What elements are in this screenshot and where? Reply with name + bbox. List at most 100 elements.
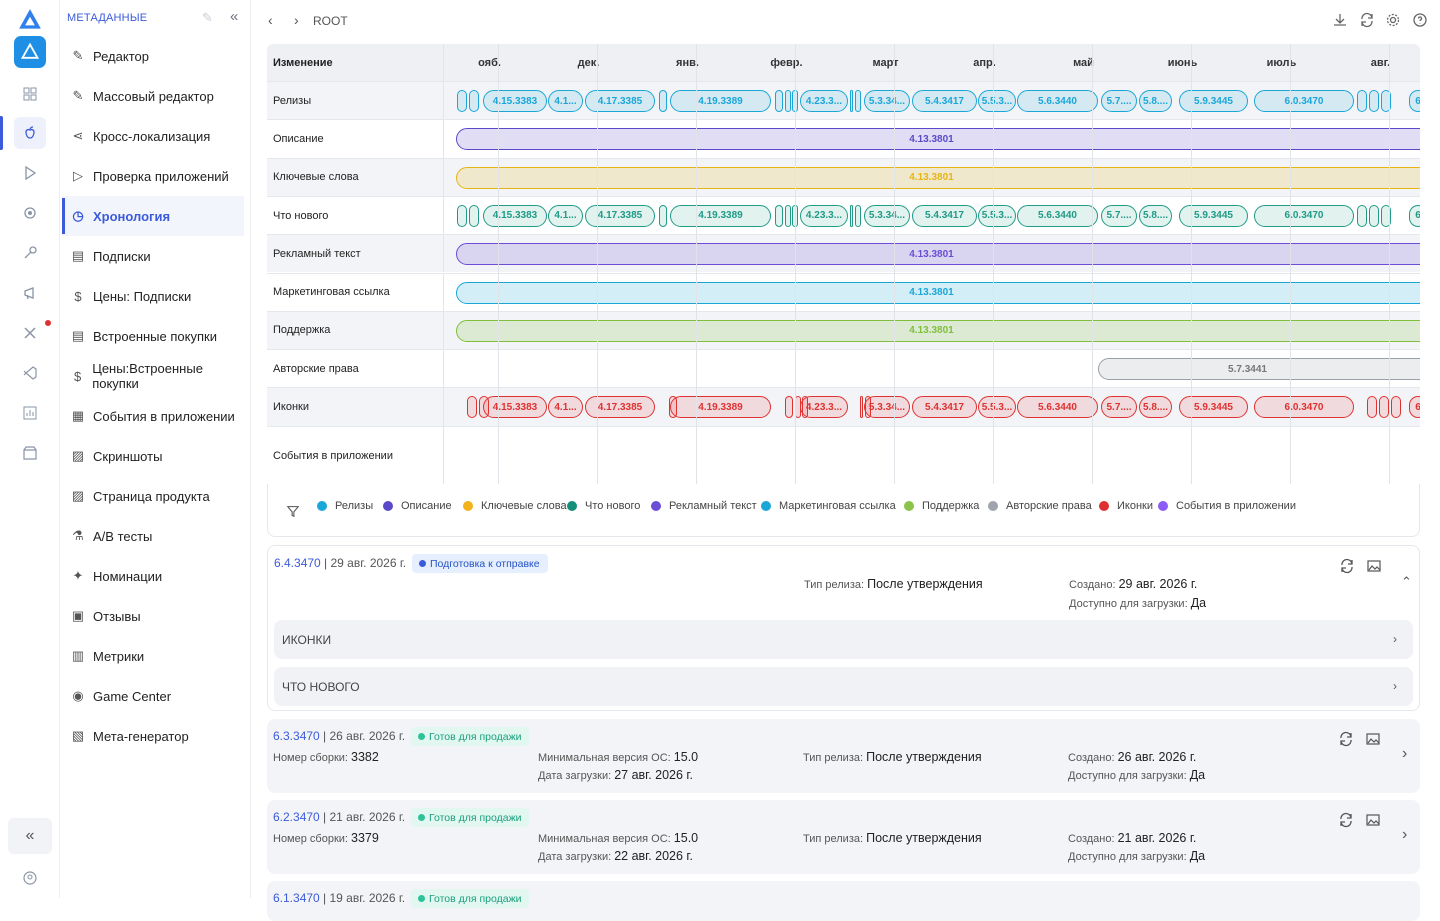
release-card[interactable]: 6.4.3470 | 29 авг. 2026 г. Подготовка к … — [267, 545, 1420, 711]
timeline-version-pill[interactable]: 5.3.34... — [864, 396, 910, 419]
sidebar-item-meta-generator[interactable]: ▧ Мета-генератор — [62, 716, 244, 756]
timeline-version-pill[interactable]: 4.1... — [548, 204, 583, 227]
timeline-marker[interactable] — [469, 204, 479, 227]
collapse-rail-button[interactable]: « — [8, 818, 52, 854]
chevron-right-icon[interactable]: › — [1402, 826, 1408, 843]
timeline-version-pill[interactable]: 4.19.3389 — [670, 396, 771, 419]
timeline-marker[interactable] — [659, 204, 667, 227]
analytics-icon[interactable] — [14, 397, 46, 429]
timeline-version-pill[interactable]: 4.1... — [548, 90, 583, 112]
sidebar-item-mass-editor[interactable]: ✎ Массовый редактор — [62, 76, 244, 116]
sidebar-item-subscriptions[interactable]: ▤ Подписки — [62, 236, 244, 276]
timeline-marker[interactable] — [855, 204, 861, 227]
image-icon[interactable] — [1365, 731, 1381, 747]
timeline-marker[interactable] — [469, 90, 479, 112]
eye-icon[interactable] — [14, 197, 46, 229]
timeline-version-pill[interactable]: 4.15.3383 — [483, 204, 547, 227]
release-version[interactable]: 6.4.3470 — [274, 556, 321, 570]
timeline-version-pill[interactable]: 4.13.3801 — [456, 128, 1420, 151]
timeline-version-pill[interactable]: 6 — [1409, 396, 1420, 419]
sync-icon[interactable] — [1338, 731, 1354, 747]
section-whats-new[interactable]: ЧТО НОВОГО › — [274, 667, 1413, 706]
timeline-marker[interactable] — [1369, 90, 1379, 112]
release-card[interactable]: 6.1.3470 | 19 авг. 2026 г. Готов для про… — [267, 881, 1420, 921]
timeline-marker[interactable] — [1367, 396, 1377, 419]
key-icon[interactable] — [14, 237, 46, 269]
timeline-marker[interactable] — [1391, 396, 1401, 419]
section-icons[interactable]: ИКОНКИ › — [274, 620, 1413, 659]
legend-item[interactable]: Рекламный текст — [651, 500, 757, 512]
dashboard-icon[interactable] — [14, 78, 46, 110]
timeline-marker[interactable] — [855, 90, 861, 112]
timeline-version-pill[interactable]: 6.0.3470 — [1254, 204, 1354, 227]
sidebar-item-app-review[interactable]: ▷ Проверка приложений — [62, 156, 244, 196]
timeline-version-pill[interactable]: 4.19.3389 — [670, 90, 771, 112]
sidebar-item-product-page[interactable]: ▨ Страница продукта — [62, 476, 244, 516]
timeline-marker[interactable] — [457, 204, 467, 227]
timeline-marker[interactable] — [1381, 90, 1391, 112]
timeline-version-pill[interactable]: 4.15.3383 — [483, 396, 547, 419]
sidebar-item-game-center[interactable]: ◉ Game Center — [62, 676, 244, 716]
timeline-marker[interactable] — [775, 204, 783, 227]
timeline-marker[interactable] — [775, 90, 783, 112]
megaphone-icon[interactable] — [14, 277, 46, 309]
timeline-version-pill[interactable]: 5.6.3440 — [1017, 204, 1098, 227]
timeline-marker[interactable] — [1357, 90, 1367, 112]
legend-item[interactable]: Ключевые слова — [463, 500, 567, 512]
timeline-version-pill[interactable]: 5.8.... — [1139, 90, 1172, 112]
release-version[interactable]: 6.3.3470 — [273, 729, 320, 743]
refresh-icon[interactable] — [1359, 12, 1375, 28]
timeline-marker[interactable] — [659, 90, 667, 112]
release-version[interactable]: 6.1.3470 — [273, 891, 320, 905]
timeline-version-pill[interactable]: 5.4.3417 — [912, 204, 977, 227]
timeline-version-pill[interactable]: 5.5.3... — [978, 396, 1016, 419]
apple-icon[interactable] — [14, 117, 46, 149]
timeline-version-pill[interactable]: 5.4.3417 — [912, 396, 977, 419]
settings-icon[interactable] — [1385, 12, 1401, 28]
sidebar-item-metrics[interactable]: ▥ Метрики — [62, 636, 244, 676]
image-icon[interactable] — [1366, 558, 1382, 574]
timeline-marker[interactable] — [850, 204, 853, 227]
legend-item[interactable]: Поддержка — [904, 500, 979, 512]
store-icon[interactable] — [14, 437, 46, 469]
timeline-version-pill[interactable]: 5.3.34... — [864, 90, 910, 112]
timeline-version-pill[interactable]: 4.1... — [548, 396, 583, 419]
timeline-marker[interactable] — [1357, 204, 1367, 227]
sidebar-item-in-app-events[interactable]: ▦ События в приложении — [62, 396, 244, 436]
collapse-sidebar-icon[interactable]: « — [230, 8, 239, 25]
timeline-version-pill[interactable]: 4.13.3801 — [456, 319, 1420, 342]
timeline-version-pill[interactable]: 6 — [1409, 204, 1420, 227]
timeline-marker[interactable] — [457, 90, 467, 112]
legend-item[interactable]: События в приложении — [1158, 500, 1296, 512]
timeline-version-pill[interactable]: 5.5.3... — [978, 204, 1016, 227]
release-card[interactable]: 6.2.3470 | 21 авг. 2026 г. Готов для про… — [267, 800, 1420, 874]
sidebar-item-nominations[interactable]: ✦ Номинации — [62, 556, 244, 596]
timeline-version-pill[interactable]: 5.9.3445 — [1179, 204, 1248, 227]
timeline-version-pill[interactable]: 4.23.3... — [800, 204, 848, 227]
project-avatar-icon[interactable] — [14, 36, 46, 68]
timeline-version-pill[interactable]: 5.9.3445 — [1179, 396, 1248, 419]
sidebar-item-reviews[interactable]: ▣ Отзывы — [62, 596, 244, 636]
sidebar-item-iap-prices[interactable]: $ Цены:Встроенные покупки — [62, 356, 244, 396]
sync-icon[interactable] — [1339, 558, 1355, 574]
sidebar-item-editor[interactable]: ✎ Редактор — [62, 36, 244, 76]
timeline-version-pill[interactable]: 5.9.3445 — [1179, 90, 1248, 112]
timeline-version-pill[interactable]: 5.6.3440 — [1017, 396, 1098, 419]
timeline-version-pill[interactable]: 4.17.3385 — [585, 396, 655, 419]
sidebar-item-in-app-purchases[interactable]: ▤ Встроенные покупки — [62, 316, 244, 356]
timeline-version-pill[interactable]: 5.6.3440 — [1017, 90, 1098, 112]
sidebar-item-subscription-prices[interactable]: $ Цены: Подписки — [62, 276, 244, 316]
timeline-version-pill[interactable]: 4.23.3... — [800, 396, 848, 419]
timeline-version-pill[interactable]: 5.7.... — [1101, 396, 1137, 419]
timeline-marker[interactable] — [850, 90, 853, 112]
play-store-icon[interactable] — [14, 157, 46, 189]
filter-icon[interactable] — [286, 504, 300, 518]
account-icon[interactable] — [14, 862, 46, 894]
legend-item[interactable]: Маркетинговая ссылка — [761, 500, 896, 512]
timeline-marker[interactable] — [1381, 204, 1391, 227]
chevron-right-icon[interactable]: › — [1402, 745, 1408, 762]
timeline-version-pill[interactable]: 5.7.... — [1101, 90, 1137, 112]
timeline-version-pill[interactable]: 4.23.3... — [800, 90, 848, 112]
timeline-marker[interactable] — [467, 396, 477, 419]
timeline-version-pill[interactable]: 4.13.3801 — [456, 243, 1420, 266]
